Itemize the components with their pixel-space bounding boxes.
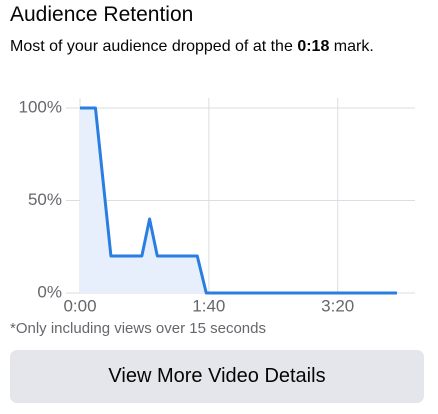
- x-tick-label: 0:00: [63, 296, 96, 315]
- x-tick-label: 3:20: [321, 296, 354, 315]
- summary-time: 0:18: [297, 38, 330, 55]
- summary-text: Most of your audience dropped of at the: [10, 38, 293, 55]
- details-button[interactable]: View More Video Details: [10, 350, 424, 403]
- summary-text: mark.: [333, 38, 374, 55]
- footnote: *Only including views over 15 seconds: [10, 320, 266, 337]
- y-tick-label: 50%: [28, 190, 62, 209]
- y-tick-label: 100%: [19, 97, 62, 116]
- title: Audience Retention: [10, 3, 194, 26]
- x-tick-label: 1:40: [192, 296, 225, 315]
- y-tick-label: 0%: [37, 282, 62, 301]
- area-fill: [80, 108, 397, 293]
- retention-line: [80, 106, 397, 295]
- summary: Most of your audience dropped of at the …: [10, 36, 420, 58]
